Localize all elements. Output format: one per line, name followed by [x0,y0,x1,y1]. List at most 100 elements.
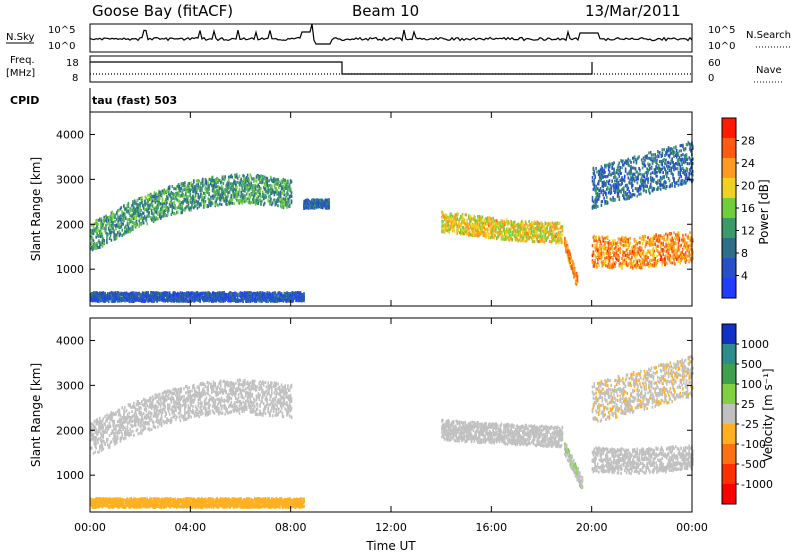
power-echo-cell [545,238,547,242]
power-echo-cell [320,205,322,209]
power-echo-cell [200,195,202,198]
power-echo-cell [106,241,108,245]
power-echo-cell [662,159,664,163]
power-echo-cell [275,201,277,205]
power-echo-cell [319,198,321,202]
power-echo-cell [472,233,475,237]
power-echo-cell [102,291,105,295]
power-echo-cell [539,238,541,242]
power-echo-cell [111,226,114,230]
power-echo-cell [595,255,597,259]
power-echo-cell [120,224,123,228]
power-echo-cell [523,224,526,228]
power-echo-cell [667,251,670,255]
power-echo-cell [194,192,197,196]
power-echo-cell [547,235,549,239]
power-echo-cell [626,188,629,191]
power-echo-cell [484,222,486,226]
power-echo-cell [597,238,600,242]
power-echo-cell [640,246,643,250]
power-echo-cell [451,222,454,226]
power-echo-cell [464,213,467,217]
power-echo-cell [125,230,128,234]
power-echo-cell [280,197,283,201]
power-echo-cell [190,184,192,188]
power-echo-cell [253,198,255,202]
power-echo-cell [568,257,571,261]
power-echo-cell [462,217,465,221]
power-echo-cell [489,220,492,224]
power-echo-cell [625,197,628,201]
power-echo-cell [311,206,313,210]
power-echo-cell [164,189,166,193]
power-echo-cell [266,191,269,195]
power-echo-cell [643,162,646,166]
power-echo-cell [656,254,658,258]
power-echo-cell [234,192,236,196]
power-echo-cell [128,217,131,221]
power-echo-cell [678,238,681,242]
power-echo-cell [202,200,205,204]
power-echo-cell [475,224,477,228]
power-echo-cell [210,178,212,182]
power-echo-cell [644,164,647,168]
power-echo-cell [632,264,635,268]
power-echo-cell [673,146,675,150]
power-echo-cell [635,178,638,182]
power-echo-cell [478,226,480,230]
power-echo-cell [680,243,682,247]
power-echo-cell [623,178,625,182]
power-echo-cell [205,179,208,183]
power-echo-cell [594,254,596,257]
power-echo-cell [106,218,108,222]
power-echo-cell [652,264,655,268]
power-echo-cell [636,194,639,198]
power-echo-cell [620,178,622,182]
power-echo-cell [526,235,529,239]
power-echo-cell [119,294,122,297]
power-echo-cell [610,242,613,246]
power-echo-cell [181,201,183,205]
power-echo-cell [634,243,637,247]
power-echo-cell [193,187,195,191]
power-echo-cell [102,299,105,303]
power-echo-cell [604,183,606,187]
power-echo-cell [686,178,689,182]
power-echo-cell [607,173,610,177]
power-echo-cell [660,243,663,247]
noise-tick-bottom-left: 10^0 [48,41,75,52]
power-echo-cell [321,198,323,202]
power-echo-cell [140,222,142,226]
power-echo-cell [247,176,250,180]
power-echo-cell [615,253,617,257]
power-echo-cell [677,160,680,164]
power-echo-cell [199,195,201,199]
power-echo-cell [597,251,600,255]
power-echo-cell [130,291,132,295]
power-echo-cell [573,276,575,279]
power-echo-cell [678,233,681,237]
power-echo-cell [133,215,136,219]
power-echo-cell [97,241,99,245]
power-echo-cell [236,176,239,180]
power-echo-cell [593,186,596,190]
power-echo-cell [96,232,98,236]
power-echo-cell [624,167,627,171]
power-echo-cell [689,231,691,235]
power-echo-cell [652,239,655,243]
power-echo-cell [131,204,133,208]
power-echo-cell [147,299,149,303]
power-echo-cell [607,191,610,195]
power-echo-cell [192,198,194,201]
power-echo-cell [643,164,646,168]
power-echo-cell [202,205,205,209]
power-echo-cell [611,241,613,245]
power-echo-cell [666,256,669,259]
power-echo-cell [595,262,597,266]
power-echo-cell [505,227,508,231]
power-echo-cell [571,267,573,271]
power-echo-cell [604,258,606,262]
power-echo-cell [668,243,671,247]
power-echo-cell [597,182,599,186]
power-echo-cell [490,221,493,225]
